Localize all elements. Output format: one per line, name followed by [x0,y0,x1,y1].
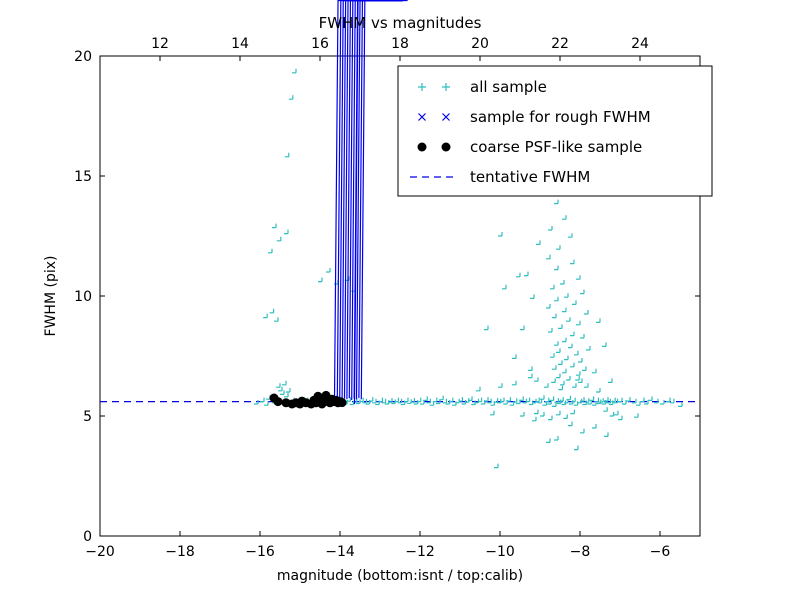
x-tick-label: −18 [165,544,195,560]
x-tick-label: −12 [405,544,435,560]
series-coarse-PSF-like-sample [269,390,347,409]
y-tick-label: 15 [74,169,92,185]
top-tick-label: 14 [231,36,249,52]
x-tick-label: −16 [245,544,275,560]
top-tick-label: 18 [391,36,409,52]
top-tick-label: 16 [311,36,329,52]
y-tick-label: 0 [83,529,92,545]
x-tick-label: −10 [485,544,515,560]
legend-label: all sample [470,78,547,96]
legend-label: sample for rough FWHM [470,108,651,126]
legend-label: coarse PSF-like sample [470,138,642,156]
y-axis-label: FWHM (pix) [43,256,59,337]
legend: all sample sample for rough FWHM coarse PS… [397,65,713,197]
top-tick-label: 24 [631,36,649,52]
y-tick-label: 10 [74,289,92,305]
x-tick-label: −6 [650,544,671,560]
top-tick-label: 20 [471,36,489,52]
y-tick-label: 5 [83,409,92,425]
y-tick-label: 20 [74,49,92,65]
top-tick-label: 22 [551,36,569,52]
chart-title: FWHM vs magnitudes [319,14,482,32]
x-tick-label: −20 [85,544,115,560]
x-tick-label: −14 [325,544,355,560]
legend-label: tentative FWHM [470,168,590,186]
x-tick-label: −8 [570,544,591,560]
top-tick-label: 12 [151,36,169,52]
x-axis-label: magnitude (bottom:isnt / top:calib) [277,568,523,584]
